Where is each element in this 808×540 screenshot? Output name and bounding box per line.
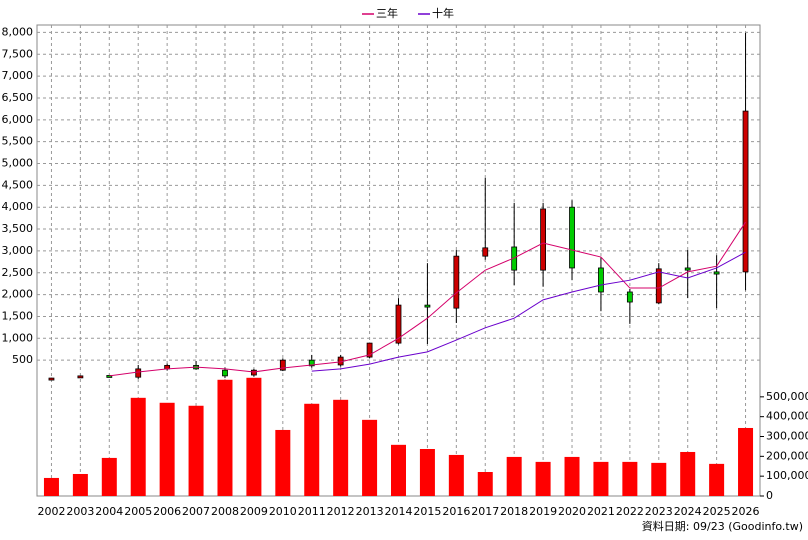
y-tick-label: 2,000	[2, 288, 34, 301]
candle-body	[540, 208, 546, 271]
volume-bar	[304, 403, 320, 496]
y-tick-label: 7,000	[2, 69, 34, 82]
candle-body	[713, 271, 720, 275]
y2-tick-label: 0	[766, 489, 773, 502]
x-tick-label: 2010	[269, 505, 297, 518]
y2-tick-label: 500,000	[766, 390, 808, 403]
volume-bar	[333, 399, 349, 496]
candle-body	[424, 304, 431, 308]
candle-body	[279, 359, 286, 371]
candle-body	[366, 342, 373, 358]
y-tick-label: 5,000	[2, 157, 34, 170]
x-tick-label: 2026	[732, 505, 760, 518]
volume-bar	[535, 461, 551, 496]
x-tick-label: 2019	[529, 505, 557, 518]
y-tick-label: 1,000	[2, 331, 34, 344]
volume-bar	[391, 444, 406, 496]
x-tick-label: 2002	[37, 505, 65, 518]
candle-body	[48, 377, 55, 381]
candle-body	[453, 255, 460, 309]
candle-body	[395, 304, 402, 344]
candle-body	[684, 267, 691, 271]
volume-bar	[593, 461, 609, 496]
y2-tick-label: 200,000	[766, 449, 808, 462]
x-tick-label: 2021	[587, 505, 615, 518]
x-tick-label: 2007	[182, 505, 210, 518]
x-tick-label: 2003	[66, 505, 94, 518]
y-tick-label: 4,500	[2, 178, 34, 191]
x-tick-label: 2017	[471, 505, 499, 518]
legend-label: 三年	[376, 6, 398, 20]
candle-body	[598, 267, 604, 293]
x-tick-label: 2006	[153, 505, 181, 518]
y-tick-label: 6,500	[2, 91, 34, 104]
volume-bar	[101, 457, 117, 496]
candle-body	[250, 369, 257, 376]
y-tick-label: 7,500	[2, 47, 34, 60]
y2-tick-label: 300,000	[766, 430, 808, 443]
x-tick-label: 2025	[703, 505, 731, 518]
y-tick-label: 2,500	[2, 266, 34, 279]
candle-body	[308, 359, 315, 367]
volume-bar	[564, 456, 580, 496]
x-tick-label: 2014	[385, 505, 413, 518]
y2-tick-label: 400,000	[766, 410, 808, 423]
candle-body	[655, 268, 662, 304]
volume-bar	[419, 448, 435, 496]
x-tick-label: 2013	[356, 505, 384, 518]
volume-bar	[362, 419, 378, 496]
volume-bar	[680, 451, 696, 496]
volume-bar	[738, 427, 754, 496]
volume-bar	[130, 397, 146, 496]
legend-label: 十年	[432, 6, 454, 20]
candle-body	[482, 247, 489, 257]
x-tick-label: 2015	[413, 505, 441, 518]
candle-body	[135, 368, 142, 378]
y-tick-label: 3,000	[2, 244, 34, 257]
volume-bar	[43, 477, 59, 496]
volume-bar	[246, 377, 262, 496]
y2-tick-label: 100,000	[766, 469, 808, 482]
y-tick-label: 3,500	[2, 222, 34, 235]
x-tick-label: 2011	[298, 505, 326, 518]
x-tick-label: 2016	[442, 505, 470, 518]
volume-bar	[72, 473, 88, 496]
y-tick-label: 1,500	[2, 309, 34, 322]
volume-bar	[709, 463, 725, 496]
volume-bar	[275, 429, 291, 496]
volume-bar	[651, 462, 667, 496]
y-tick-label: 8,000	[2, 25, 34, 38]
ma-line	[311, 251, 746, 372]
x-tick-label: 2024	[674, 505, 702, 518]
candle-body	[742, 110, 749, 273]
x-tick-label: 2005	[124, 505, 152, 518]
volume-bar	[217, 379, 233, 496]
x-tick-label: 2022	[616, 505, 644, 518]
volume-bar	[622, 461, 638, 496]
volume-bar	[448, 454, 464, 496]
x-tick-label: 2023	[645, 505, 673, 518]
y-tick-label: 6,000	[2, 113, 34, 126]
volume-bar	[477, 472, 493, 496]
x-tick-label: 2018	[500, 505, 528, 518]
x-tick-label: 2009	[240, 505, 268, 518]
y-tick-label: 4,000	[2, 200, 34, 213]
candle-body	[569, 206, 575, 269]
candle-body	[77, 375, 84, 379]
candle-body	[626, 291, 633, 303]
footnote: 資料日期: 09/23 (Goodinfo.tw)	[642, 519, 803, 533]
x-tick-label: 2020	[558, 505, 586, 518]
y-tick-label: 500	[12, 353, 33, 366]
ma-line	[109, 221, 746, 377]
y-tick-label: 5,500	[2, 135, 34, 148]
candle-body	[222, 369, 228, 377]
x-tick-label: 2012	[327, 505, 355, 518]
x-tick-label: 2004	[95, 505, 123, 518]
volume-bar	[159, 402, 175, 496]
volume-bar	[188, 405, 204, 496]
volume-bar	[506, 456, 522, 496]
x-tick-label: 2008	[211, 505, 239, 518]
